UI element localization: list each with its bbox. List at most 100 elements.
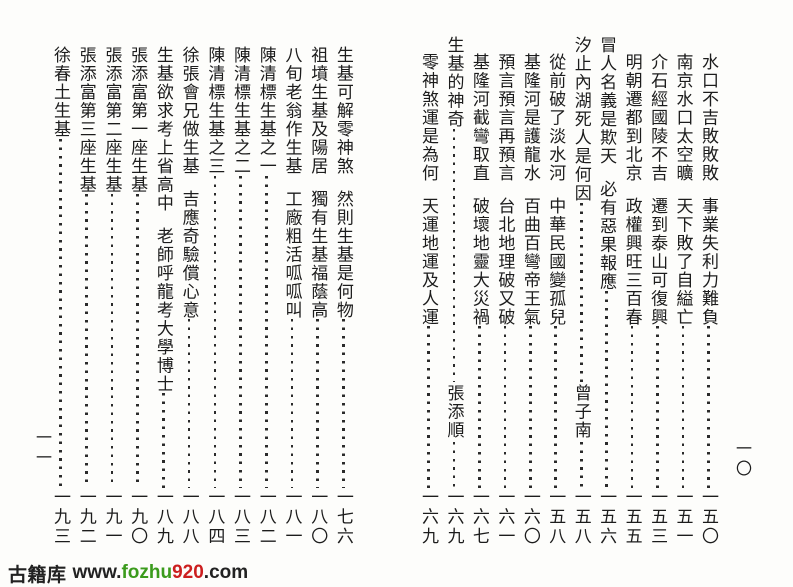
entry-page-number: 一九三 <box>51 487 70 547</box>
entry-page-number: 一五五 <box>622 487 642 547</box>
entry-title: 從前破了淡水河 <box>546 53 566 183</box>
watermark: 古籍库 www.fozhu920.com <box>8 560 248 586</box>
toc-entry: 冒人名義是欺天 必有惡果報應 一五六 <box>596 36 617 546</box>
entry-title: 張添富第三座生基 <box>76 46 96 194</box>
entry-page-number: 一六〇 <box>520 487 540 547</box>
entry-page-number: 一六九 <box>419 487 438 547</box>
dot-leader <box>579 202 583 382</box>
dot-leader <box>239 175 242 488</box>
toc-entry: 徐張會兄做生基 吉應奇驗償心意 一八八 <box>179 46 200 546</box>
toc-entry: 生基可解零神煞 然則生基是何物 一七六 <box>333 46 354 546</box>
entry-page-number: 一八三 <box>231 487 251 547</box>
dot-leader <box>84 194 88 488</box>
entry-subtitle: 吉應奇驗償心意 <box>179 189 199 320</box>
toc-entry: 陳清標生基之一 一八二 <box>256 46 277 546</box>
entry-subtitle: 獨有生基福蔭高 <box>308 189 328 320</box>
entry-page-number: 一八二 <box>256 487 276 547</box>
entry-subtitle: 然則生基是何物 <box>333 189 353 320</box>
toc-entry: 生基欲求考上省高中 老師呼龍考大學博士 一八九 <box>153 46 174 546</box>
toc-entry: 張添富第一座生基 一九〇 <box>127 46 148 546</box>
dot-leader <box>316 319 319 488</box>
dot-leader <box>579 441 583 488</box>
entry-subtitle: 中華民國變孤兒 <box>546 196 566 327</box>
watermark-url-name: fozhu <box>121 562 173 583</box>
entry-title: 冒人名義是欺天 <box>597 36 617 166</box>
dot-leader <box>452 128 456 382</box>
watermark-url-number: 920 <box>172 562 204 583</box>
toc-entry: 汐止內湖死人是何因 曾子南 一五八 <box>571 36 592 546</box>
dot-leader <box>264 175 268 488</box>
entry-title: 介石經國陵不吉 <box>648 53 668 183</box>
dot-leader <box>290 319 294 488</box>
entry-page-number: 一九〇 <box>128 487 148 547</box>
watermark-url-prefix: www. <box>72 562 122 583</box>
toc-entry: 陳清標生基之三 一八四 <box>204 46 225 546</box>
toc-entry: 徐春土生基 一九三 <box>50 46 71 546</box>
folio-number-right: 一〇 <box>733 440 750 480</box>
toc-entry: 預言預言再預言 台北地理破又破 一六一 <box>494 36 515 546</box>
dot-leader <box>213 175 217 488</box>
entry-subtitle: 天運地運及人運 <box>419 196 438 327</box>
toc-entry: 基隆河是護龍水 百曲百彎帝王氣 一六〇 <box>520 36 541 546</box>
entry-subtitle: 遷到泰山可復興 <box>648 196 668 327</box>
entry-subtitle: 必有惡果報應 <box>597 179 617 291</box>
entry-title: 生基欲求考上省高中 <box>153 46 173 213</box>
toc-entry: 生基的神奇 張添順 一六九 <box>443 36 464 546</box>
toc-entry: 介石經國陵不吉 遷到泰山可復興 一五三 <box>647 36 668 546</box>
watermark-library-name: 古籍库 <box>8 564 67 586</box>
entry-title: 基隆河是護龍水 <box>520 53 540 183</box>
toc-entry: 張添富第二座生基 一九一 <box>101 46 122 546</box>
entry-title: 零神煞運是為何 <box>419 53 438 183</box>
toc-entry: 從前破了淡水河 中華民國變孤兒 一五八 <box>545 36 566 546</box>
entry-title: 張添富第一座生基 <box>128 46 148 194</box>
entry-page-number: 一九一 <box>102 487 122 547</box>
entry-page-number: 一五八 <box>546 487 566 547</box>
entry-page-number: 一八八 <box>179 487 199 547</box>
dot-leader <box>707 326 710 488</box>
entry-title: 徐張會兄做生基 <box>179 46 199 176</box>
toc-entry: 明朝遷都到北京 政權興旺三百春 一五五 <box>622 36 643 546</box>
entry-page-number: 一五一 <box>673 487 693 547</box>
dot-leader <box>136 194 139 488</box>
dot-leader <box>110 194 114 488</box>
entry-page-number: 一八一 <box>282 487 302 547</box>
entry-subtitle: 事業失利力難負 <box>698 196 718 327</box>
entry-page-number: 一九二 <box>76 487 96 547</box>
entry-title: 祖墳生基及陽居 <box>308 46 328 176</box>
folio-number-left: 一一 <box>33 429 50 469</box>
entry-page-number: 一五八 <box>571 487 591 547</box>
toc-columns-right: 水口不吉敗敗敗 事業失利力難負 一五〇 南京水口太空曠 天下敗了自縊亡 一五一 … <box>418 36 719 546</box>
dot-leader <box>478 326 481 488</box>
toc-entry: 陳清標生基之二 一八三 <box>230 46 251 546</box>
dot-leader <box>187 319 191 488</box>
entry-title: 南京水口太空曠 <box>673 53 693 183</box>
entry-subtitle: 老師呼龍考大學博士 <box>153 226 173 394</box>
entry-page-number: 一六九 <box>444 487 464 547</box>
entry-page-number: 一五六 <box>597 487 617 547</box>
dot-leader <box>503 326 507 488</box>
attribution-name: 張添順 <box>444 384 464 440</box>
entry-title: 明朝遷都到北京 <box>622 53 642 183</box>
toc-entry: 南京水口太空曠 天下敗了自縊亡 一五一 <box>673 36 694 546</box>
attribution-name: 曾子南 <box>571 384 591 440</box>
entry-subtitle: 工廠粗活呱呱叫 <box>282 189 302 320</box>
entry-title: 水口不吉敗敗敗 <box>698 53 718 183</box>
entry-title: 八旬老翁作生基 <box>282 46 302 176</box>
entry-subtitle: 台北地理破又破 <box>495 196 515 327</box>
dot-leader <box>656 326 659 488</box>
entry-title: 基隆河截彎取直 <box>469 53 489 183</box>
toc-entry: 零神煞運是為何 天運地運及人運 一六九 <box>418 36 439 546</box>
dot-leader <box>452 441 456 488</box>
watermark-url: www.fozhu920.com <box>73 562 249 584</box>
entry-title: 張添富第二座生基 <box>102 46 122 194</box>
entry-subtitle: 百曲百彎帝王氣 <box>520 196 540 327</box>
toc-entry: 水口不吉敗敗敗 事業失利力難負 一五〇 <box>698 36 719 546</box>
entry-page-number: 一六一 <box>495 487 515 547</box>
dot-leader <box>162 393 165 488</box>
dot-leader <box>681 326 685 488</box>
entry-title: 生基可解零神煞 <box>333 46 353 176</box>
dot-leader <box>59 138 62 488</box>
entry-subtitle: 政權興旺三百春 <box>622 196 642 327</box>
entry-title: 汐止內湖死人是何因 <box>571 36 591 203</box>
entry-page-number: 一八〇 <box>308 487 328 547</box>
